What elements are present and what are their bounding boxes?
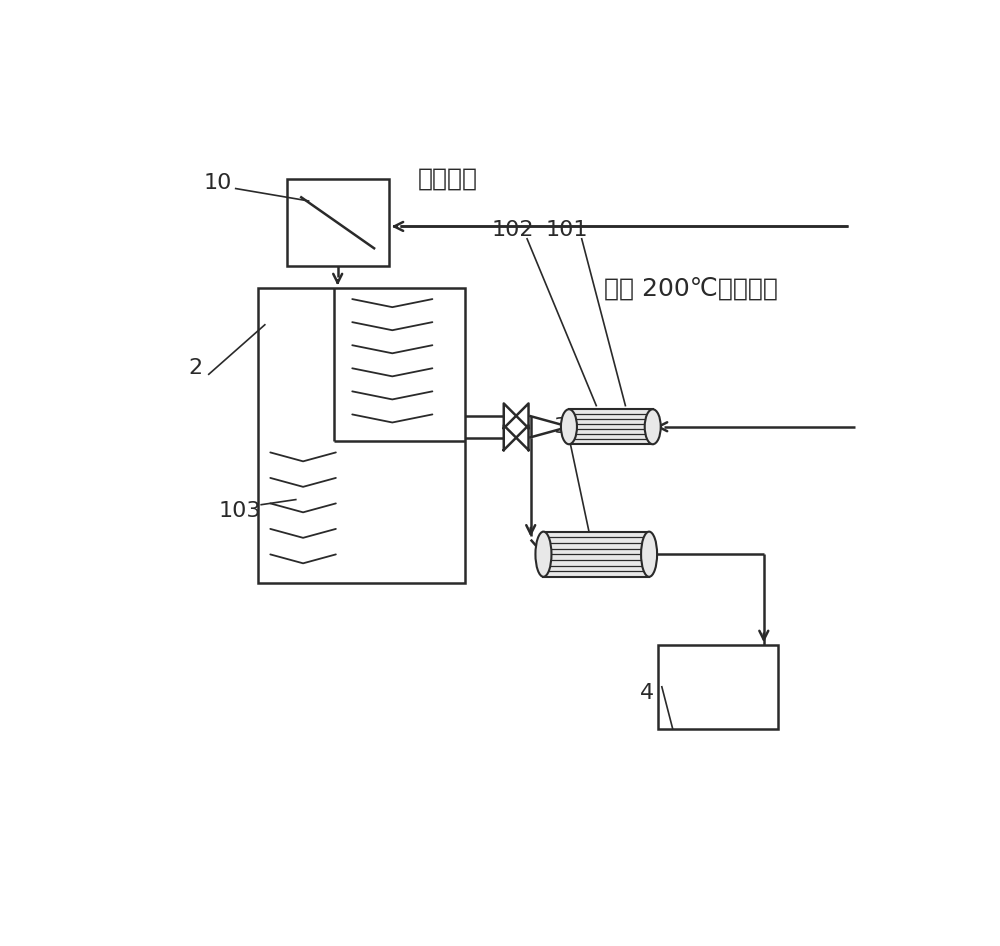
Ellipse shape <box>641 532 657 577</box>
Text: 废气入口: 废气入口 <box>418 167 478 191</box>
Ellipse shape <box>561 410 577 445</box>
Text: 101: 101 <box>546 220 588 240</box>
Text: 102: 102 <box>491 220 534 240</box>
Bar <box>287 179 389 267</box>
Bar <box>543 532 649 577</box>
Text: 3: 3 <box>553 417 567 437</box>
Bar <box>658 645 778 729</box>
Text: 103: 103 <box>218 500 261 520</box>
Text: 4: 4 <box>640 683 654 703</box>
Text: 2: 2 <box>189 359 203 378</box>
Ellipse shape <box>645 410 661 445</box>
Text: 低于 200℃蒸汽通入: 低于 200℃蒸汽通入 <box>604 276 777 300</box>
Ellipse shape <box>535 532 551 577</box>
Text: 10: 10 <box>203 173 232 193</box>
Bar <box>258 289 465 584</box>
Bar <box>569 410 653 445</box>
